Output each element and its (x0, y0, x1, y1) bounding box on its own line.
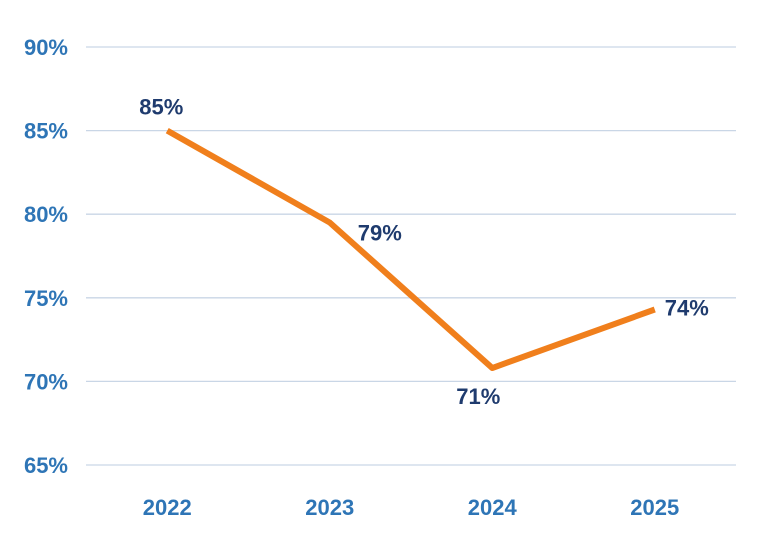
x-axis-tick-labels: 2022 2023 2024 2025 (143, 495, 679, 520)
series-layer (165, 127, 656, 372)
y-axis-tick-labels: 90% 85% 80% 75% 70% 65% (24, 35, 68, 478)
y-tick-label: 70% (24, 369, 68, 394)
y-tick-label: 85% (24, 119, 68, 144)
x-tick-label: 2022 (143, 495, 192, 520)
x-tick-label: 2025 (630, 495, 679, 520)
y-tick-label: 65% (24, 453, 68, 478)
data-labels: 85% 79% 71% 74% (139, 95, 709, 409)
data-label: 71% (456, 384, 500, 409)
y-tick-label: 90% (24, 35, 68, 60)
data-label: 85% (139, 95, 183, 120)
data-label: 79% (358, 221, 402, 246)
series-line (165, 127, 656, 372)
data-label: 74% (665, 296, 709, 321)
gridlines (86, 46, 736, 466)
x-tick-label: 2023 (305, 495, 354, 520)
y-tick-label: 80% (24, 202, 68, 227)
y-tick-label: 75% (24, 286, 68, 311)
x-tick-label: 2024 (468, 495, 518, 520)
